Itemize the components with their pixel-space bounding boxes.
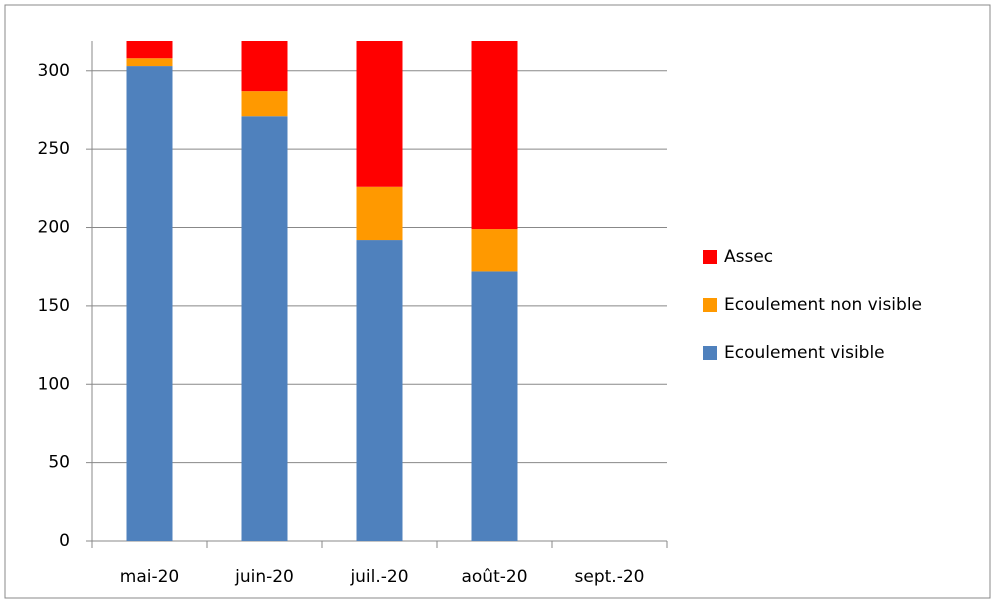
y-tick-label: 100 bbox=[38, 374, 70, 394]
bar-segment bbox=[356, 240, 403, 541]
x-tick-label: juil.-20 bbox=[349, 567, 408, 587]
legend-label: Assec bbox=[724, 247, 773, 267]
bar-segment bbox=[471, 229, 518, 272]
legend-swatch bbox=[703, 346, 717, 360]
y-tick-label: 50 bbox=[48, 453, 70, 473]
y-tick-label: 0 bbox=[59, 531, 70, 551]
bar-segment bbox=[356, 41, 403, 187]
x-tick-label: août-20 bbox=[461, 567, 527, 587]
bar-segment bbox=[356, 186, 403, 241]
bar-segment bbox=[241, 91, 288, 117]
y-tick-label: 200 bbox=[38, 218, 70, 238]
bar-segment bbox=[471, 41, 518, 230]
bar-segment bbox=[471, 271, 518, 541]
bar-segment bbox=[241, 116, 288, 541]
legend-label: Ecoulement non visible bbox=[724, 295, 922, 315]
x-tick-label: sept.-20 bbox=[575, 567, 645, 587]
bar-segment bbox=[126, 41, 173, 59]
y-tick-label: 150 bbox=[38, 296, 70, 316]
x-tick-label: mai-20 bbox=[120, 567, 179, 587]
bar-segment bbox=[126, 66, 173, 541]
legend-swatch bbox=[703, 250, 717, 264]
y-tick-label: 250 bbox=[38, 139, 70, 159]
bar-segment bbox=[241, 41, 288, 92]
y-tick-label: 300 bbox=[38, 61, 70, 81]
legend-label: Ecoulement visible bbox=[724, 343, 885, 363]
legend-swatch bbox=[703, 298, 717, 312]
x-tick-label: juin-20 bbox=[234, 567, 294, 587]
bar-segment bbox=[126, 58, 173, 67]
